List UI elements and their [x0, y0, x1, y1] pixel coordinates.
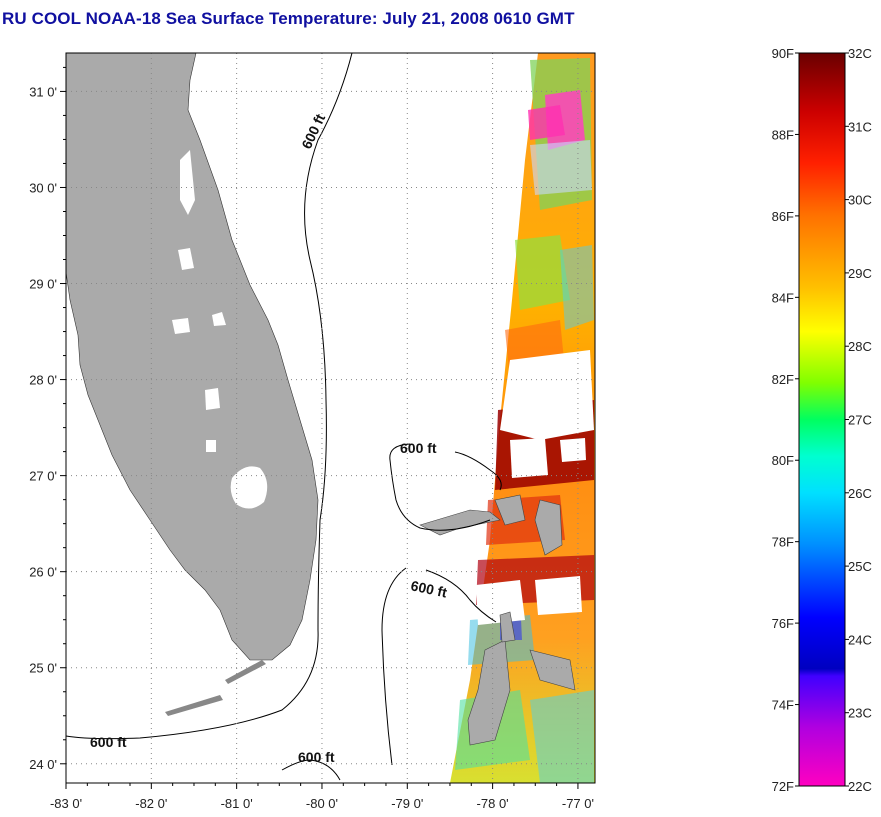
colorbar-f-label: 88F: [772, 127, 794, 142]
longitude-axis: -83 0' -82 0' -81 0' -80 0' -79 0' -78 0' -77 …: [50, 783, 594, 811]
colorbar-c-label: 32C: [848, 46, 872, 61]
bahamas-islands: [419, 494, 576, 746]
depth-contours: [66, 53, 502, 781]
colorbar-c-label: 30C: [848, 193, 872, 208]
lat-tick-label: 26 0': [29, 565, 57, 580]
colorbar-celsius-labels: 32C 31C 30C 29C 28C 27C 26C 25C 24C 23C 22C: [845, 46, 872, 794]
colorbar-c-label: 22C: [848, 779, 872, 794]
colorbar-c-label: 28C: [848, 339, 872, 354]
lon-tick-label: -82 0': [135, 796, 167, 811]
lon-tick-label: -77 0': [562, 796, 594, 811]
florida-landmass: [66, 53, 319, 661]
lon-tick-label: -80 0': [306, 796, 338, 811]
lake-okeechobee: [230, 466, 268, 509]
cloud-cover: [476, 350, 594, 625]
colorbar-c-label: 25C: [848, 559, 872, 574]
colorbar-c-label: 27C: [848, 413, 872, 428]
lon-tick-label: -81 0': [221, 796, 253, 811]
lat-tick-label: 25 0': [29, 661, 57, 676]
colorbar-f-label: 82F: [772, 372, 794, 387]
colorbar-f-label: 78F: [772, 535, 794, 550]
lat-tick-label: 31 0': [29, 84, 57, 99]
contour-label-keys: 600 ft: [90, 734, 127, 750]
lon-tick-label: -78 0': [477, 796, 509, 811]
colorbar-f-label: 72F: [772, 779, 794, 794]
lon-tick-label: -83 0': [50, 796, 82, 811]
contour-label-cuba: 600 ft: [298, 749, 335, 765]
colorbar-fahrenheit-labels: 90F 88F 86F 84F 82F 80F 78F 76F 74F 72F: [772, 46, 799, 794]
lat-tick-label: 30 0': [29, 180, 57, 195]
colorbar-f-label: 74F: [772, 698, 794, 713]
contour-label-grand-bahama: 600 ft: [400, 440, 437, 456]
colorbar-c-label: 24C: [848, 632, 872, 647]
lat-tick-label: 29 0': [29, 277, 57, 292]
inland-lakes: [172, 150, 226, 452]
lat-tick-label: 24 0': [29, 757, 57, 772]
colorbar-f-label: 84F: [772, 290, 794, 305]
colorbar-c-label: 26C: [848, 486, 872, 501]
lat-tick-label: 27 0': [29, 469, 57, 484]
colorbar-f-label: 76F: [772, 616, 794, 631]
colorbar-scale: [798, 52, 846, 787]
colorbar-f-label: 90F: [772, 46, 794, 61]
map-frame: [65, 52, 596, 784]
colorbar-c-label: 23C: [848, 706, 872, 721]
contour-label-andros: 600 ft: [409, 577, 448, 600]
florida-keys: [165, 660, 266, 716]
colorbar: 90F 88F 86F 84F 82F 80F 78F 76F 74F 72F 32C 31C 30C…: [772, 46, 872, 794]
colorbar-f-label: 86F: [772, 209, 794, 224]
map-title: RU COOL NOAA-18 Sea Surface Temperature:…: [2, 9, 575, 28]
lat-tick-label: 28 0': [29, 373, 57, 388]
lon-tick-label: -79 0': [391, 796, 423, 811]
latitude-axis: 31 0' 30 0' 29 0' 28 0' 27 0' 26 0' 25 0' 24 0': [29, 66, 66, 772]
colorbar-f-label: 80F: [772, 453, 794, 468]
colorbar-c-label: 31C: [848, 119, 872, 134]
colorbar-c-label: 29C: [848, 266, 872, 281]
